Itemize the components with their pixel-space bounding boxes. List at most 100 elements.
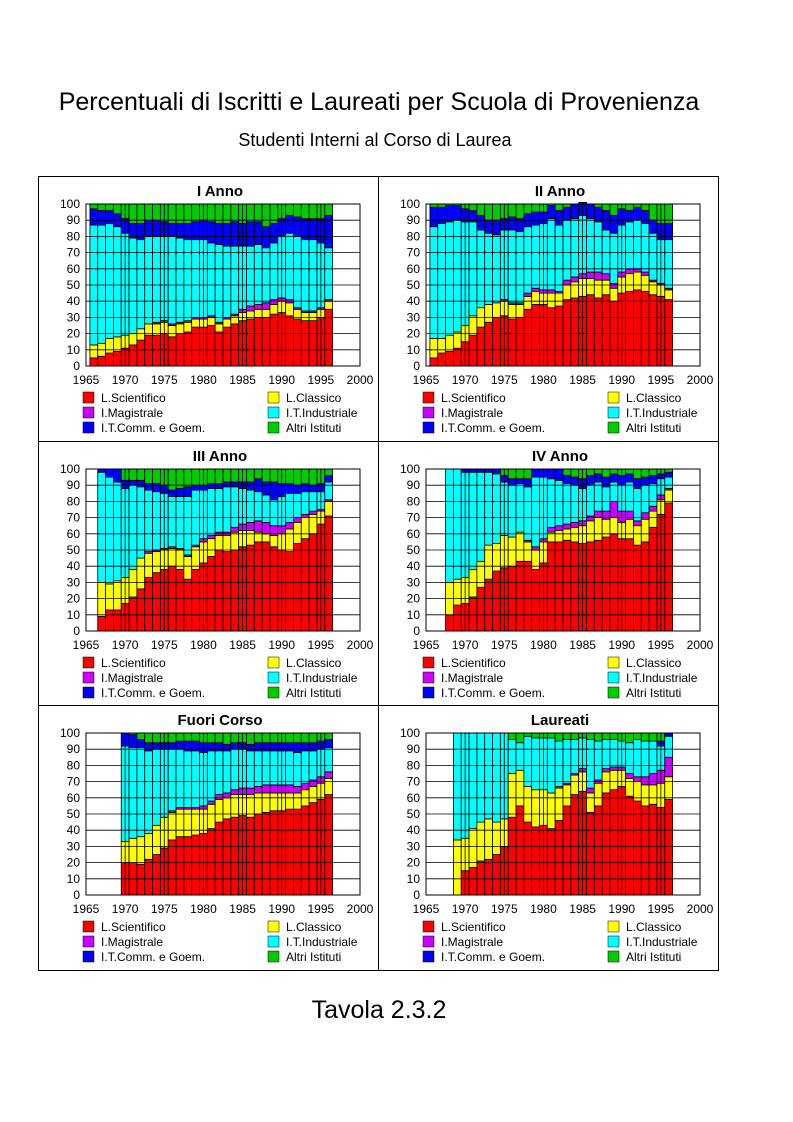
bar-segment (152, 742, 161, 750)
bar-segment (515, 304, 525, 318)
bar-segment (128, 223, 138, 239)
bar-segment (468, 203, 478, 211)
bar-segment (468, 596, 478, 632)
bar-segment (515, 732, 525, 744)
bar-segment (633, 776, 642, 782)
bar-segment (261, 308, 271, 318)
bar-segment (633, 488, 642, 522)
bar-segment (128, 468, 138, 481)
bar-segment (261, 226, 271, 249)
bar-segment (625, 510, 634, 520)
bar-segment (586, 792, 595, 813)
legend-swatch (607, 671, 620, 684)
bar-segment (664, 299, 673, 367)
bar-segment (308, 510, 318, 515)
bar-segment (183, 496, 193, 556)
bar-segment (484, 471, 493, 546)
bar-segment (554, 468, 564, 481)
bar-segment (593, 279, 603, 299)
bar-segment (625, 273, 634, 292)
bar-segment (570, 468, 580, 478)
bar-segment (300, 782, 310, 791)
legend-swatch (422, 656, 435, 669)
chart-panel: Fuori Corso 0 10 20 30 40 50 60 70 80 90 100 1965 197… (38, 705, 379, 971)
x-tick-label: 2000 (687, 638, 714, 652)
bar-segment (222, 326, 232, 367)
bar-segment (664, 476, 673, 489)
bar-segment (523, 295, 533, 310)
y-tick-label: 20 (67, 327, 81, 341)
bar-segment (546, 292, 556, 309)
y-tick-label: 20 (407, 592, 421, 606)
bar-segment (253, 221, 263, 245)
x-tick-label: 1990 (268, 638, 295, 652)
x-tick-label: 1995 (648, 638, 675, 652)
bar-segment (113, 468, 122, 483)
bar-segment (230, 748, 240, 791)
bar-segment (609, 287, 619, 302)
bar-segment (285, 784, 294, 794)
bar-segment (492, 821, 501, 855)
bar-segment (484, 818, 493, 860)
bar-segment (261, 750, 271, 786)
bar-segment (293, 808, 302, 896)
plot-frame (85, 732, 361, 896)
bar-segment (144, 858, 153, 896)
bar-segment (648, 219, 658, 234)
bar-segment (222, 486, 232, 533)
bar-segment (554, 479, 564, 527)
bar-segment (144, 203, 153, 221)
y-tick-label: 20 (407, 856, 421, 870)
bar-segment (484, 321, 493, 367)
bar-segment (601, 732, 611, 740)
bar-segment (640, 776, 650, 786)
bar-segment (300, 742, 310, 752)
bar-segment (570, 732, 580, 740)
bar-segment (324, 500, 333, 517)
x-tick-label: 1990 (608, 638, 635, 652)
bar-segment (206, 803, 216, 829)
bar-segment (253, 541, 263, 632)
bar-segment (452, 604, 462, 632)
bar-segment (562, 739, 572, 784)
bar-segment (175, 569, 185, 632)
bar-segment (285, 732, 294, 744)
bar-segment (515, 769, 525, 807)
bar-segment (324, 777, 333, 795)
bar-segment (445, 205, 454, 223)
bar-segment (531, 287, 540, 292)
y-tick-label: 90 (407, 478, 421, 492)
bar-segment (546, 526, 556, 533)
bar-segment (562, 206, 572, 221)
bar-segment (648, 773, 658, 786)
x-tick-label: 1975 (151, 373, 178, 387)
bar-segment (633, 268, 642, 273)
bar-segment (144, 742, 153, 752)
y-tick-label: 50 (407, 543, 421, 557)
bar-segment (554, 541, 564, 632)
bar-segment (105, 352, 114, 367)
x-tick-label: 1965 (413, 902, 440, 916)
y-tick-label: 90 (67, 742, 81, 756)
bar-segment (484, 578, 493, 632)
legend-label: I.T.Industriale (626, 406, 698, 420)
y-tick-label: 0 (413, 888, 420, 902)
bar-segment (261, 203, 271, 228)
bar-segment (601, 771, 611, 794)
x-tick-label: 1975 (491, 638, 518, 652)
bar-segment (293, 492, 302, 518)
bar-segment (640, 740, 650, 778)
bar-segment (300, 732, 310, 744)
bar-segment (113, 203, 122, 215)
bar-segment (601, 486, 611, 512)
bar-segment (601, 510, 611, 520)
legend-label: L.Scientifico (441, 656, 506, 670)
bar-segment (285, 551, 294, 632)
bar-segment (523, 560, 533, 632)
bar-segment (167, 811, 177, 841)
bar-segment (484, 732, 493, 820)
bar-segment (113, 580, 122, 611)
legend-swatch (82, 671, 95, 684)
y-tick-label: 30 (407, 839, 421, 853)
